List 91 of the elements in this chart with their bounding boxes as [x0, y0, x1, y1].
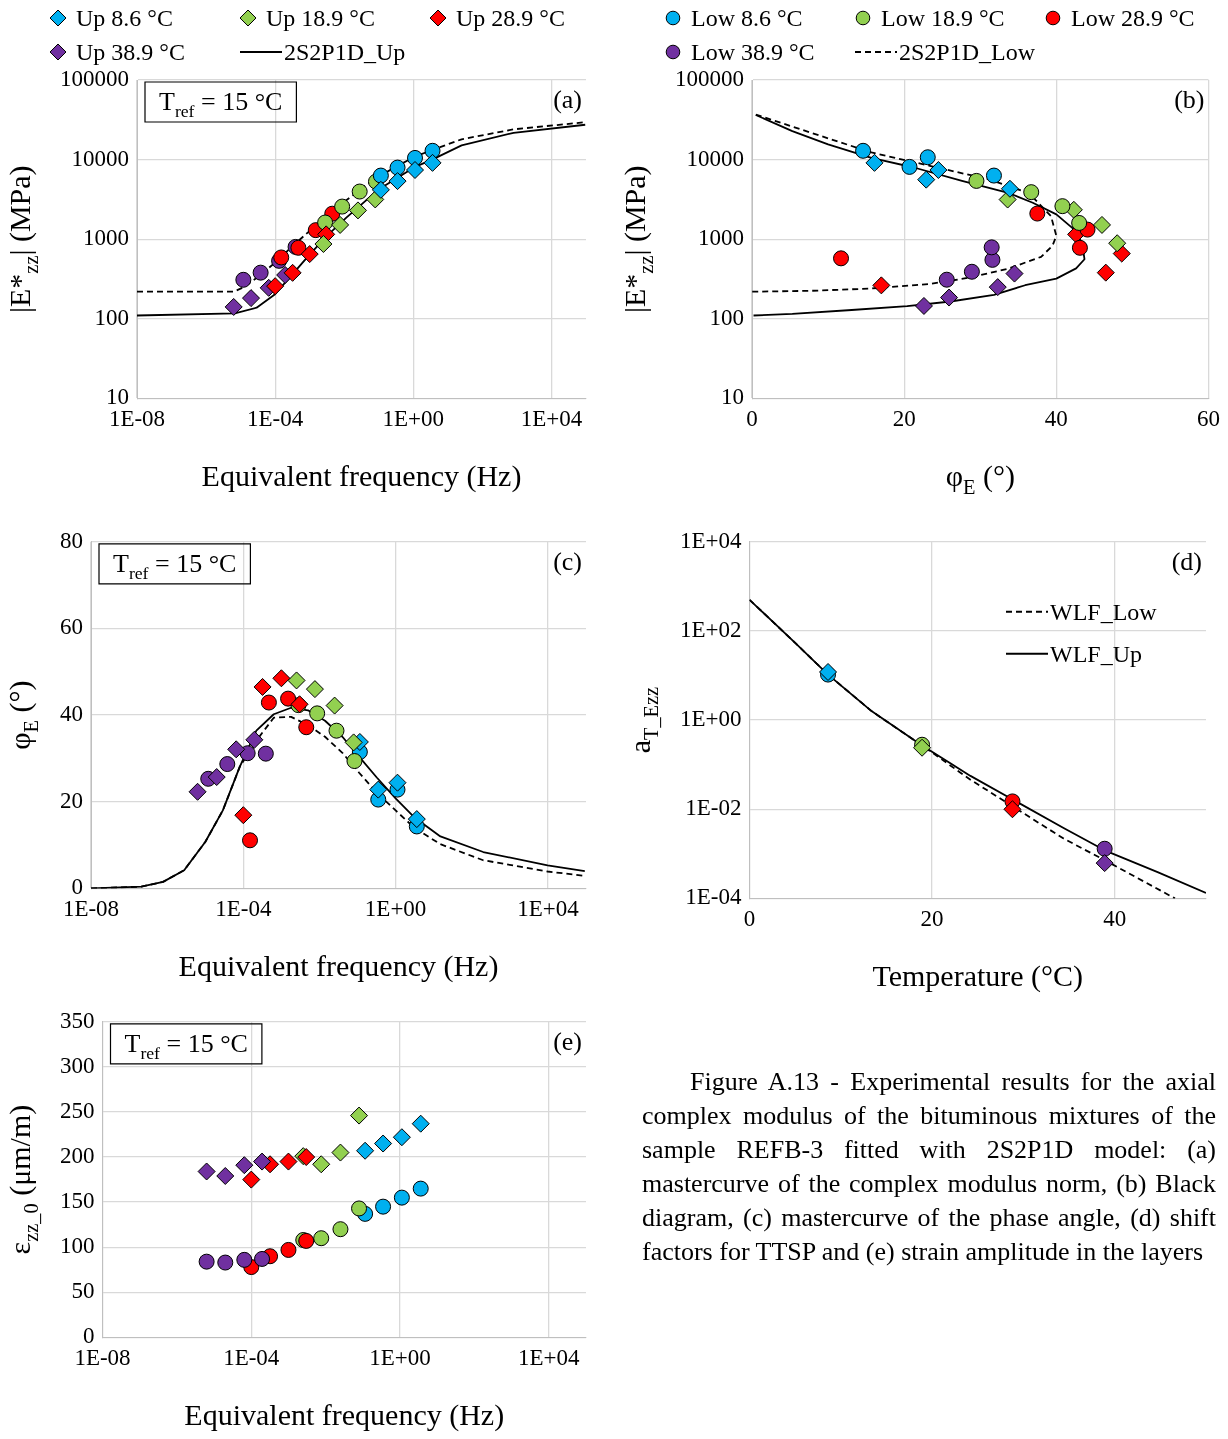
y-axis-title: aT_Ezz	[623, 686, 663, 754]
point	[963, 263, 980, 280]
y-tick-label: 100	[709, 304, 744, 330]
y-tick-label: 250	[60, 1098, 95, 1124]
y-tick-label: 1E+02	[679, 617, 742, 642]
point	[1023, 184, 1040, 201]
x-tick-label: 1E-04	[247, 406, 304, 432]
x-tick-label: 1E+04	[518, 1345, 581, 1371]
legend-label: Up 38.9 °C	[76, 39, 185, 65]
y-tick-label: 1E+04	[679, 527, 743, 553]
point	[1005, 264, 1024, 283]
legend-label: Low 18.9 °C	[881, 5, 1005, 31]
x-tick-label: 20	[920, 906, 944, 932]
legend-label: 2S2P1D_Up	[284, 39, 406, 65]
legend-label: Low 8.6 °C	[691, 5, 803, 31]
point	[872, 276, 891, 295]
x-tick-label: 20	[892, 406, 916, 432]
y-tick-label: 350	[60, 1007, 95, 1033]
point	[985, 167, 1002, 184]
x-tick-label: 40	[1103, 906, 1127, 932]
y-axis-title: |E*zz| (MPa)	[618, 165, 658, 313]
legend-label: Low 28.9 °C	[1071, 5, 1195, 31]
legend-label: Up 18.9 °C	[266, 5, 375, 31]
x-tick-label: 1E+00	[364, 896, 427, 922]
y-tick-label: 40	[60, 701, 83, 727]
legend-label: Up 8.6 °C	[76, 5, 173, 31]
y-tick-label: 80	[60, 527, 83, 553]
y-tick-label: 1000	[698, 225, 744, 251]
y-tick-label: 1000	[83, 225, 129, 251]
point	[1054, 198, 1071, 215]
x-axis-title: Temperature (°C)	[872, 959, 1084, 993]
annotation: (d)	[1171, 546, 1203, 576]
y-tick-label: 100000	[675, 66, 744, 92]
x-tick-label: 1E+00	[382, 406, 445, 432]
point	[929, 161, 948, 180]
point	[919, 149, 936, 166]
text: Figure A.13 - Experimental results for the axial complex modulus of the bituminous mixtures of the sample REFB-3 fitted with 2S2P1D model: (a) mastercurve of the complex modulus norm, (b) Black diagram, (c) mastercurve of the phase angle, (d) shift factors for TTSP and (e) strain amplitude in the layers	[642, 1066, 1216, 1268]
point	[988, 278, 1007, 297]
y-tick-label: 100	[60, 1233, 95, 1259]
y-tick-label: 20	[60, 787, 83, 813]
x-axis-title: Equivalent frequency (Hz)	[178, 949, 499, 983]
annotation: (b)	[1174, 85, 1205, 114]
legend-label: WLF_Low	[1050, 598, 1158, 625]
x-tick-label: 1E+04	[517, 896, 580, 922]
y-tick-label: 10000	[71, 145, 129, 171]
x-axis-title: Equivalent frequency (Hz)	[184, 1398, 505, 1432]
legend-label: Up 28.9 °C	[456, 5, 565, 31]
point	[968, 172, 985, 189]
point	[901, 158, 918, 175]
legend-label: Low 38.9 °C	[691, 39, 815, 65]
y-tick-label: 50	[71, 1278, 95, 1304]
legend-label: 2S2P1D_Low	[899, 39, 1036, 65]
y-tick-label: 1E-02	[685, 795, 742, 821]
x-axis-title: Equivalent frequency (Hz)	[201, 459, 522, 493]
point	[940, 288, 959, 307]
y-tick-label: 10	[721, 384, 744, 410]
annotation: (c)	[553, 546, 582, 576]
x-tick-label: 1E-04	[223, 1345, 280, 1371]
y-tick-label: 100000	[60, 66, 129, 92]
x-tick-label: 1E+04	[520, 406, 583, 432]
point	[914, 296, 933, 315]
point	[983, 239, 1000, 256]
point	[865, 153, 884, 172]
point	[833, 250, 850, 267]
y-tick-label: 200	[60, 1143, 95, 1169]
y-axis-title: |E*zz| (MPa)	[3, 165, 43, 313]
y-axis-title: φE (°)	[3, 680, 43, 750]
y-tick-label: 10000	[686, 145, 744, 171]
point	[1029, 205, 1046, 222]
x-tick-label: 60	[1197, 406, 1220, 432]
point	[855, 142, 872, 159]
point	[1071, 239, 1088, 256]
y-tick-label: 150	[60, 1188, 95, 1214]
point	[917, 170, 936, 189]
y-tick-label: 60	[60, 614, 83, 640]
point	[1071, 214, 1088, 231]
point	[938, 271, 955, 288]
point	[1096, 263, 1115, 282]
annotation: (a)	[553, 85, 582, 114]
point	[1092, 215, 1111, 234]
x-tick-label: 1E-04	[215, 896, 272, 922]
y-tick-label: 100	[94, 304, 129, 330]
y-tick-label: 1E+00	[679, 706, 742, 732]
point	[1000, 179, 1019, 198]
legend-label: WLF_Up	[1050, 640, 1142, 667]
annotation: (e)	[553, 1026, 582, 1056]
point	[1108, 234, 1127, 253]
x-tick-label: 1E+00	[369, 1345, 431, 1371]
y-tick-label: 300	[60, 1052, 95, 1078]
x-tick-label: 40	[1044, 406, 1068, 432]
y-axis-title: εzz_0 (μm/m)	[3, 1104, 43, 1255]
